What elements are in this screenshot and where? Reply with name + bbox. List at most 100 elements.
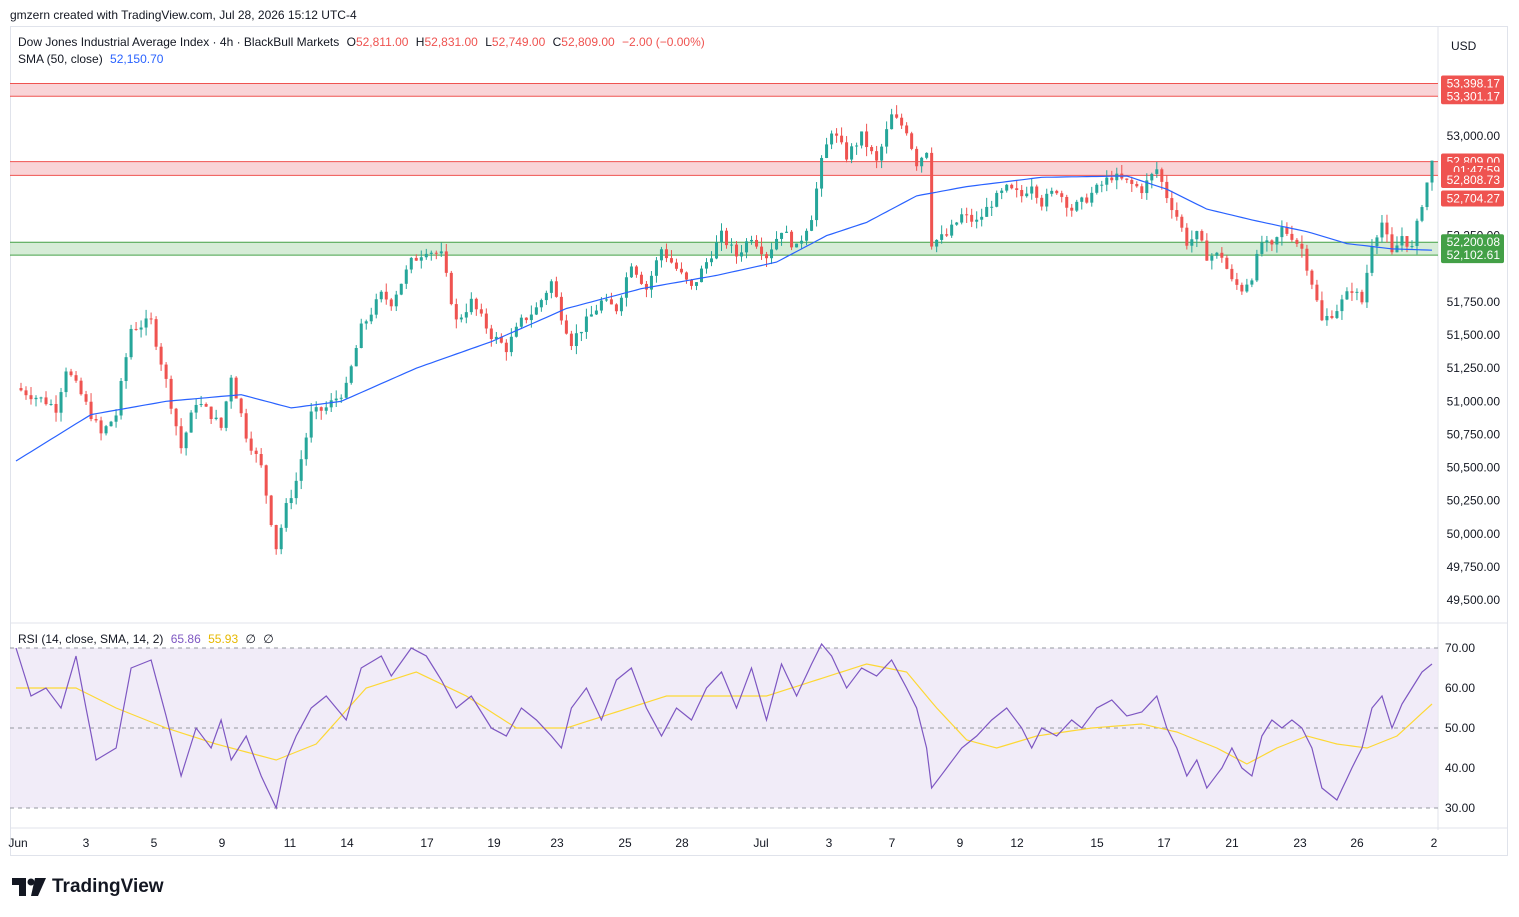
candle-body: [459, 317, 463, 320]
rsi-label[interactable]: RSI (14, close, SMA, 14, 2): [18, 632, 164, 646]
candle-body: [204, 404, 208, 407]
candle-body: [815, 188, 819, 221]
time-tick-label: 9: [219, 836, 226, 850]
candle-body: [524, 317, 528, 321]
candle-body: [1195, 231, 1199, 240]
candle-body: [860, 131, 864, 146]
candle-body: [1295, 239, 1299, 244]
candle-body: [835, 133, 839, 136]
candle-body: [1160, 169, 1164, 182]
candle-body: [324, 407, 328, 411]
candle-body: [29, 395, 33, 400]
candle-body: [589, 314, 593, 317]
candle-body: [644, 283, 648, 290]
candle-body: [930, 152, 934, 247]
price-badge: [1441, 75, 1504, 92]
rsi-value: 65.86: [170, 632, 201, 646]
time-tick-label: 23: [550, 836, 564, 850]
candle-body: [770, 249, 774, 259]
candle-body: [1115, 173, 1119, 181]
candles: [19, 105, 1434, 555]
candle-body: [1210, 255, 1214, 261]
watermark-header: gmzern created with TradingView.com, Jul…: [10, 8, 357, 22]
candle-body: [1030, 186, 1034, 194]
candle-body: [154, 319, 158, 347]
time-tick-label: 12: [1010, 836, 1024, 850]
time-tick-label: 9: [957, 836, 964, 850]
candle-body: [549, 281, 553, 293]
candle-body: [1110, 177, 1114, 181]
candle-body: [189, 412, 193, 433]
candle-body: [119, 381, 123, 416]
price-tick-label: 51,500.00: [1447, 328, 1501, 342]
time-tick-label: 21: [1225, 836, 1239, 850]
candle-body: [1100, 184, 1104, 186]
candle-body: [499, 336, 503, 343]
candle-body: [1355, 291, 1359, 293]
candle-body: [1040, 197, 1044, 207]
candle-body: [624, 277, 628, 298]
candle-body: [609, 299, 613, 305]
candle-body: [805, 230, 809, 241]
candle-body: [664, 249, 668, 259]
candle-body: [19, 388, 23, 391]
candle-body: [454, 304, 458, 320]
zone-resistance-upper: [10, 83, 1438, 97]
candle-body: [544, 292, 548, 301]
candle-body: [334, 398, 338, 401]
candle-body: [274, 525, 278, 550]
price-badge-label: 52,102.61: [1447, 248, 1501, 262]
candle-body: [674, 262, 678, 269]
candle-body: [539, 300, 543, 308]
candle-body: [940, 234, 944, 240]
candle-body: [1280, 227, 1284, 238]
candle-body: [649, 275, 653, 290]
candle-body: [1015, 188, 1019, 190]
candle-body: [965, 214, 969, 216]
candle-body: [950, 224, 954, 236]
rsi-tick-label: 30.00: [1445, 801, 1475, 815]
candle-body: [694, 282, 698, 286]
candle-body: [830, 133, 834, 145]
symbol-name[interactable]: Dow Jones Industrial Average Index · 4h …: [18, 35, 340, 49]
candle-body: [990, 206, 994, 208]
time-tick-label: 7: [889, 836, 896, 850]
candle-body: [374, 299, 378, 315]
candle-body: [895, 114, 899, 118]
candle-body: [1375, 237, 1379, 247]
candle-body: [24, 390, 28, 396]
candle-body: [329, 400, 333, 408]
candle-body: [419, 257, 423, 261]
candle-body: [900, 117, 904, 126]
candle-body: [224, 401, 228, 428]
candle-body: [219, 417, 223, 428]
candle-body: [980, 216, 984, 220]
candle-body: [34, 397, 38, 400]
time-tick-label: Jun: [8, 836, 27, 850]
candle-body: [254, 450, 258, 454]
candle-body: [1095, 184, 1099, 193]
sma-label[interactable]: SMA (50, close): [18, 52, 103, 66]
time-tick-label: 15: [1090, 836, 1104, 850]
candle-body: [1170, 198, 1174, 211]
candle-body: [1365, 272, 1369, 303]
rsi-tick-label: 50.00: [1445, 721, 1475, 735]
logo-text: TradingView: [52, 876, 164, 897]
time-tick-label: 2: [1431, 836, 1438, 850]
candle-body: [780, 232, 784, 239]
candle-body: [750, 239, 754, 242]
currency-label[interactable]: USD: [1451, 39, 1477, 53]
candle-body: [1325, 316, 1329, 321]
candle-body: [319, 407, 323, 411]
candle-body: [244, 413, 248, 439]
time-tick-label: 3: [826, 836, 833, 850]
tradingview-logo: TradingView: [12, 876, 164, 898]
close-label: C: [552, 35, 562, 49]
candle-body: [1240, 284, 1244, 292]
candle-body: [89, 401, 93, 420]
candle-body: [714, 242, 719, 259]
candle-body: [614, 304, 618, 312]
candle-body: [790, 231, 794, 248]
price-tick-label: 50,250.00: [1447, 494, 1501, 508]
